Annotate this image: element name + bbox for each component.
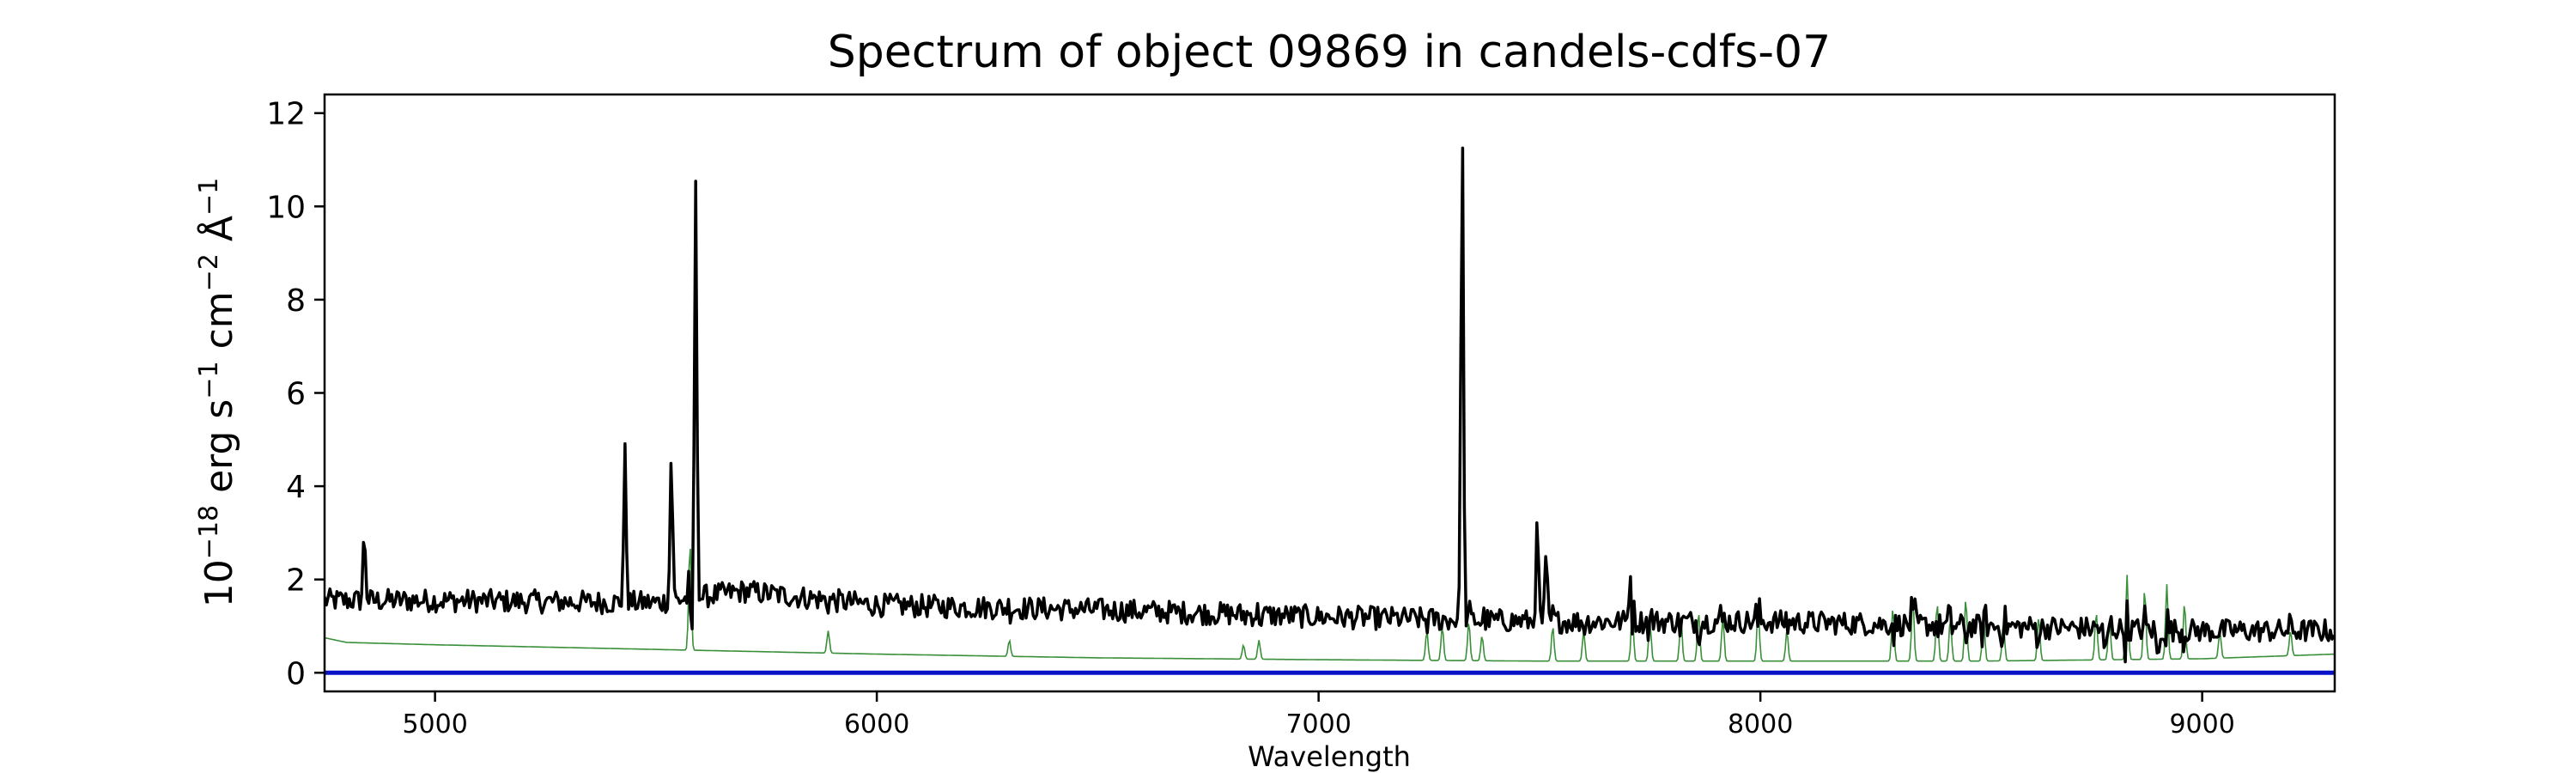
y-axis-label: 10−18 erg s−1 cm−2 Å−1 (194, 178, 242, 607)
plot-frame (323, 93, 2336, 693)
x-tick-label: 9000 (2169, 709, 2234, 740)
y-tick-label: 6 (286, 377, 306, 412)
x-tick-label: 5000 (402, 709, 467, 740)
y-tick-label: 8 (286, 283, 306, 319)
y-tick-label: 2 (286, 563, 306, 599)
x-axis-label: Wavelength (1248, 740, 1411, 773)
x-tick-label: 6000 (844, 709, 909, 740)
chart-title: Spectrum of object 09869 in candels-cdfs… (828, 27, 1831, 78)
y-tick-label: 4 (286, 470, 306, 505)
x-tick-label: 7000 (1285, 709, 1351, 740)
x-axis-ticks: 5000 6000 7000 8000 9000 (402, 691, 2235, 740)
sky-spectrum-line (325, 548, 2335, 662)
x-tick-label: 8000 (1728, 709, 1793, 740)
y-axis-ticks: 0 2 4 6 8 10 12 (266, 97, 325, 691)
y-tick-label: 0 (286, 656, 306, 691)
y-tick-label: 10 (266, 190, 306, 225)
object-flux-line (325, 146, 2335, 664)
y-tick-label: 12 (266, 97, 306, 132)
plot-area (325, 146, 2335, 675)
